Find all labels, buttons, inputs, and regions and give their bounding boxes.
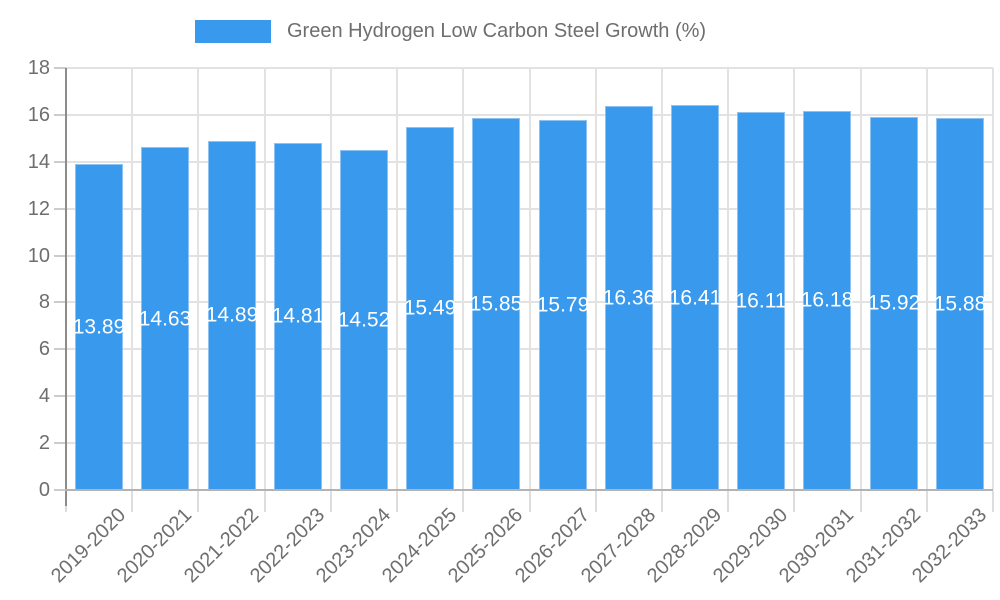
x-axis-tick-mark	[926, 491, 928, 512]
bar[interactable]	[605, 106, 653, 490]
bar-value-label: 16.18	[800, 288, 854, 312]
bar[interactable]	[208, 141, 256, 490]
x-axis-tick-mark	[595, 491, 597, 512]
bar-value-label: 15.49	[403, 296, 457, 320]
y-axis-tick-mark	[54, 67, 66, 69]
x-axis-tick-mark	[131, 491, 133, 512]
y-axis-tick-mark	[54, 301, 66, 303]
x-axis-tick-mark	[330, 491, 332, 512]
bar[interactable]	[472, 118, 520, 490]
bar-value-label: 15.92	[867, 291, 921, 315]
bar-value-label: 15.88	[933, 292, 987, 316]
y-axis-tick-mark	[54, 255, 66, 257]
gridline	[197, 68, 199, 490]
bar[interactable]	[870, 117, 918, 490]
x-axis-tick-mark	[462, 491, 464, 512]
bar-value-label: 16.11	[735, 289, 787, 313]
bar[interactable]	[75, 164, 123, 490]
x-axis-tick-mark	[396, 491, 398, 512]
gridline	[330, 68, 332, 490]
gridline	[396, 68, 398, 490]
bar-value-label: 14.52	[337, 308, 391, 332]
bar[interactable]	[671, 105, 719, 490]
x-axis-tick-mark	[264, 491, 266, 512]
bar-value-label: 15.85	[469, 292, 523, 316]
y-axis-line	[65, 68, 67, 506]
y-axis-tick-label: 10	[27, 245, 50, 267]
bar[interactable]	[141, 147, 189, 490]
legend[interactable]: Green Hydrogen Low Carbon Steel Growth (…	[195, 20, 706, 43]
y-axis-tick-label: 6	[38, 338, 50, 360]
y-axis-tick-mark	[54, 208, 66, 210]
y-axis-tick-mark	[54, 114, 66, 116]
x-axis-tick-mark	[661, 491, 663, 512]
bar-value-label: 14.63	[138, 307, 192, 331]
bar-value-label: 13.89	[72, 315, 126, 339]
gridline	[595, 68, 597, 490]
y-axis-tick-label: 2	[38, 432, 50, 454]
gridline	[131, 68, 133, 490]
bar-value-label: 14.81	[271, 304, 325, 328]
gridline	[860, 68, 862, 490]
y-axis-tick-label: 8	[38, 291, 50, 313]
y-axis-tick-label: 12	[27, 198, 50, 220]
legend-swatch	[195, 20, 271, 43]
bar-value-label: 14.89	[205, 303, 259, 327]
bar[interactable]	[274, 143, 322, 490]
y-axis-tick-label: 14	[27, 151, 50, 173]
x-axis-tick-mark	[727, 491, 729, 512]
gridline	[661, 68, 663, 490]
x-axis-tick-mark	[992, 491, 994, 512]
y-axis-tick-label: 4	[38, 385, 50, 407]
bar[interactable]	[340, 150, 388, 490]
bar-value-label: 15.79	[536, 293, 590, 317]
y-axis-tick-mark	[54, 348, 66, 350]
bar[interactable]	[737, 112, 785, 490]
gridline	[926, 68, 928, 490]
y-axis-tick-label: 16	[27, 104, 50, 126]
gridline	[992, 68, 994, 490]
y-axis-tick-label: 18	[27, 57, 50, 79]
y-axis-tick-mark	[54, 442, 66, 444]
y-axis-tick-label: 0	[38, 479, 50, 501]
legend-label: Green Hydrogen Low Carbon Steel Growth (…	[287, 20, 707, 42]
x-axis-tick-mark	[529, 491, 531, 512]
bar[interactable]	[936, 118, 984, 490]
x-axis-line	[65, 489, 993, 491]
y-axis-tick-mark	[54, 489, 66, 491]
gridline	[793, 68, 795, 490]
gridline	[264, 68, 266, 490]
gridline	[727, 68, 729, 490]
y-axis-tick-mark	[54, 161, 66, 163]
bar-value-label: 16.36	[602, 286, 656, 310]
x-axis-tick-mark	[197, 491, 199, 512]
x-axis-tick-mark	[793, 491, 795, 512]
y-axis-tick-mark	[54, 395, 66, 397]
gridline	[529, 68, 531, 490]
bar[interactable]	[406, 127, 454, 490]
bar[interactable]	[803, 111, 851, 490]
gridline	[462, 68, 464, 490]
x-axis-tick-mark	[860, 491, 862, 512]
bar[interactable]	[539, 120, 587, 490]
bar-value-label: 16.41	[668, 286, 722, 310]
